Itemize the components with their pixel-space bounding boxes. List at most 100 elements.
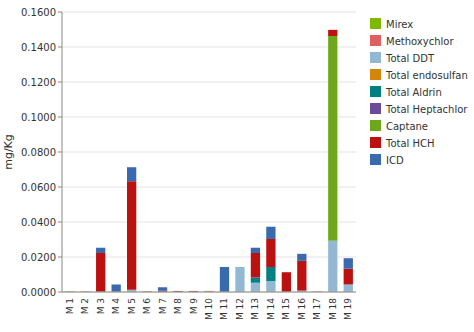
bar-segment xyxy=(96,253,105,292)
legend-label: Total Heptachlor xyxy=(385,104,468,115)
grid-line xyxy=(62,152,356,153)
x-tick-label: M 3 xyxy=(96,298,106,314)
bar-segment xyxy=(142,291,151,292)
x-tick-label: M 4 xyxy=(111,298,121,315)
y-tick xyxy=(58,257,62,258)
legend-swatch xyxy=(370,86,381,97)
bar-segment xyxy=(142,291,151,292)
x-tick-label: M 9 xyxy=(189,298,199,315)
y-tick xyxy=(58,47,62,48)
y-tick xyxy=(58,187,62,188)
y-tick-label: 0.1600 xyxy=(21,7,56,18)
grid-line xyxy=(62,47,356,48)
y-axis-line xyxy=(62,12,63,292)
y-tick xyxy=(58,12,62,13)
bar-segment xyxy=(266,239,275,267)
grid-line xyxy=(62,117,356,118)
bars xyxy=(65,30,353,292)
grid-line xyxy=(62,257,356,258)
bar-segment xyxy=(204,291,213,292)
legend: MirexMethoxychlorTotal DDTTotal endosulf… xyxy=(370,18,468,166)
bar-segment xyxy=(251,248,260,253)
y-tick-label: 0.0800 xyxy=(21,147,56,158)
x-tick-label: M 6 xyxy=(142,298,152,315)
legend-swatch xyxy=(370,120,381,131)
y-tick xyxy=(58,117,62,118)
x-tick-label: M 17 xyxy=(312,298,322,320)
grid-line xyxy=(62,12,356,13)
bar-segment xyxy=(344,269,353,285)
legend-swatch xyxy=(370,154,381,165)
legend-label: Mirex xyxy=(386,19,413,30)
y-axis-label: mg/Kg xyxy=(2,134,15,170)
bar-segment xyxy=(328,29,337,30)
x-axis: M 1M 2M 3M 4M 5M 6M 7M 8M 9M 10M 11M 12M… xyxy=(65,298,354,320)
legend-label: Total endosulfan xyxy=(385,70,468,81)
x-axis-line xyxy=(62,292,356,293)
bar-segment xyxy=(235,266,244,267)
x-tick-label: M 16 xyxy=(297,298,307,320)
legend-swatch xyxy=(370,137,381,148)
y-tick xyxy=(58,82,62,83)
bar-segment xyxy=(328,30,337,36)
bar-segment xyxy=(204,290,213,291)
bar-segment xyxy=(251,253,260,278)
bar-segment xyxy=(158,287,167,291)
bar-segment xyxy=(235,266,244,267)
bar-segment xyxy=(220,267,229,292)
bar-segment xyxy=(235,267,244,292)
bar-segment xyxy=(251,277,260,282)
y-tick-label: 0.1200 xyxy=(21,77,56,88)
bar-segment xyxy=(328,36,337,241)
x-tick-label: M 15 xyxy=(281,298,291,320)
x-tick-label: M 14 xyxy=(266,298,276,320)
legend-label: ICD xyxy=(386,155,404,166)
bar-segment xyxy=(251,283,260,292)
legend-label: Captane xyxy=(386,121,428,132)
bar-segment xyxy=(204,291,213,292)
bar-segment xyxy=(266,281,275,292)
x-tick-label: M 10 xyxy=(204,298,214,320)
bar-segment xyxy=(142,291,151,292)
bar-segment xyxy=(127,290,136,292)
legend-swatch xyxy=(370,18,381,29)
x-tick-label: M 19 xyxy=(343,298,353,320)
legend-label: Total HCH xyxy=(385,138,435,149)
bar-segment xyxy=(204,291,213,292)
bar-segment xyxy=(344,284,353,291)
legend-swatch xyxy=(370,69,381,80)
bar-segment xyxy=(127,167,136,181)
x-tick-label: M 7 xyxy=(158,298,168,314)
x-tick-label: M 8 xyxy=(173,298,183,315)
bar-segment xyxy=(235,266,244,267)
y-axis: 0.00000.02000.04000.06000.08000.10000.12… xyxy=(21,7,62,298)
x-tick-label: M 12 xyxy=(235,298,245,320)
bar-segment xyxy=(235,266,244,267)
bar-segment xyxy=(235,266,244,267)
chart: 0.00000.02000.04000.06000.08000.10000.12… xyxy=(0,0,474,332)
legend-label: Methoxychlor xyxy=(386,36,454,47)
bar-segment xyxy=(266,227,275,239)
y-tick xyxy=(58,292,62,293)
x-tick-label: M 13 xyxy=(250,298,260,320)
bar-segment xyxy=(96,248,105,253)
bar-segment xyxy=(266,267,275,281)
bar-segment xyxy=(189,290,198,291)
bar-segment xyxy=(282,272,291,291)
x-tick-label: M 11 xyxy=(219,298,229,320)
legend-label: Total Aldrin xyxy=(385,87,442,98)
legend-swatch xyxy=(370,103,381,114)
bar-segment xyxy=(204,290,213,291)
bar-segment xyxy=(297,254,306,261)
x-tick-label: M 5 xyxy=(127,298,137,314)
y-tick-label: 0.0000 xyxy=(21,287,56,298)
bar-segment xyxy=(282,272,291,273)
bar-segment xyxy=(142,291,151,292)
legend-swatch xyxy=(370,35,381,46)
grid-line xyxy=(62,292,356,293)
bar-segment xyxy=(112,284,121,291)
bar-segment xyxy=(142,291,151,292)
bar-segment xyxy=(127,181,136,290)
bar-segment xyxy=(328,241,337,292)
y-tick-label: 0.1000 xyxy=(21,112,56,123)
